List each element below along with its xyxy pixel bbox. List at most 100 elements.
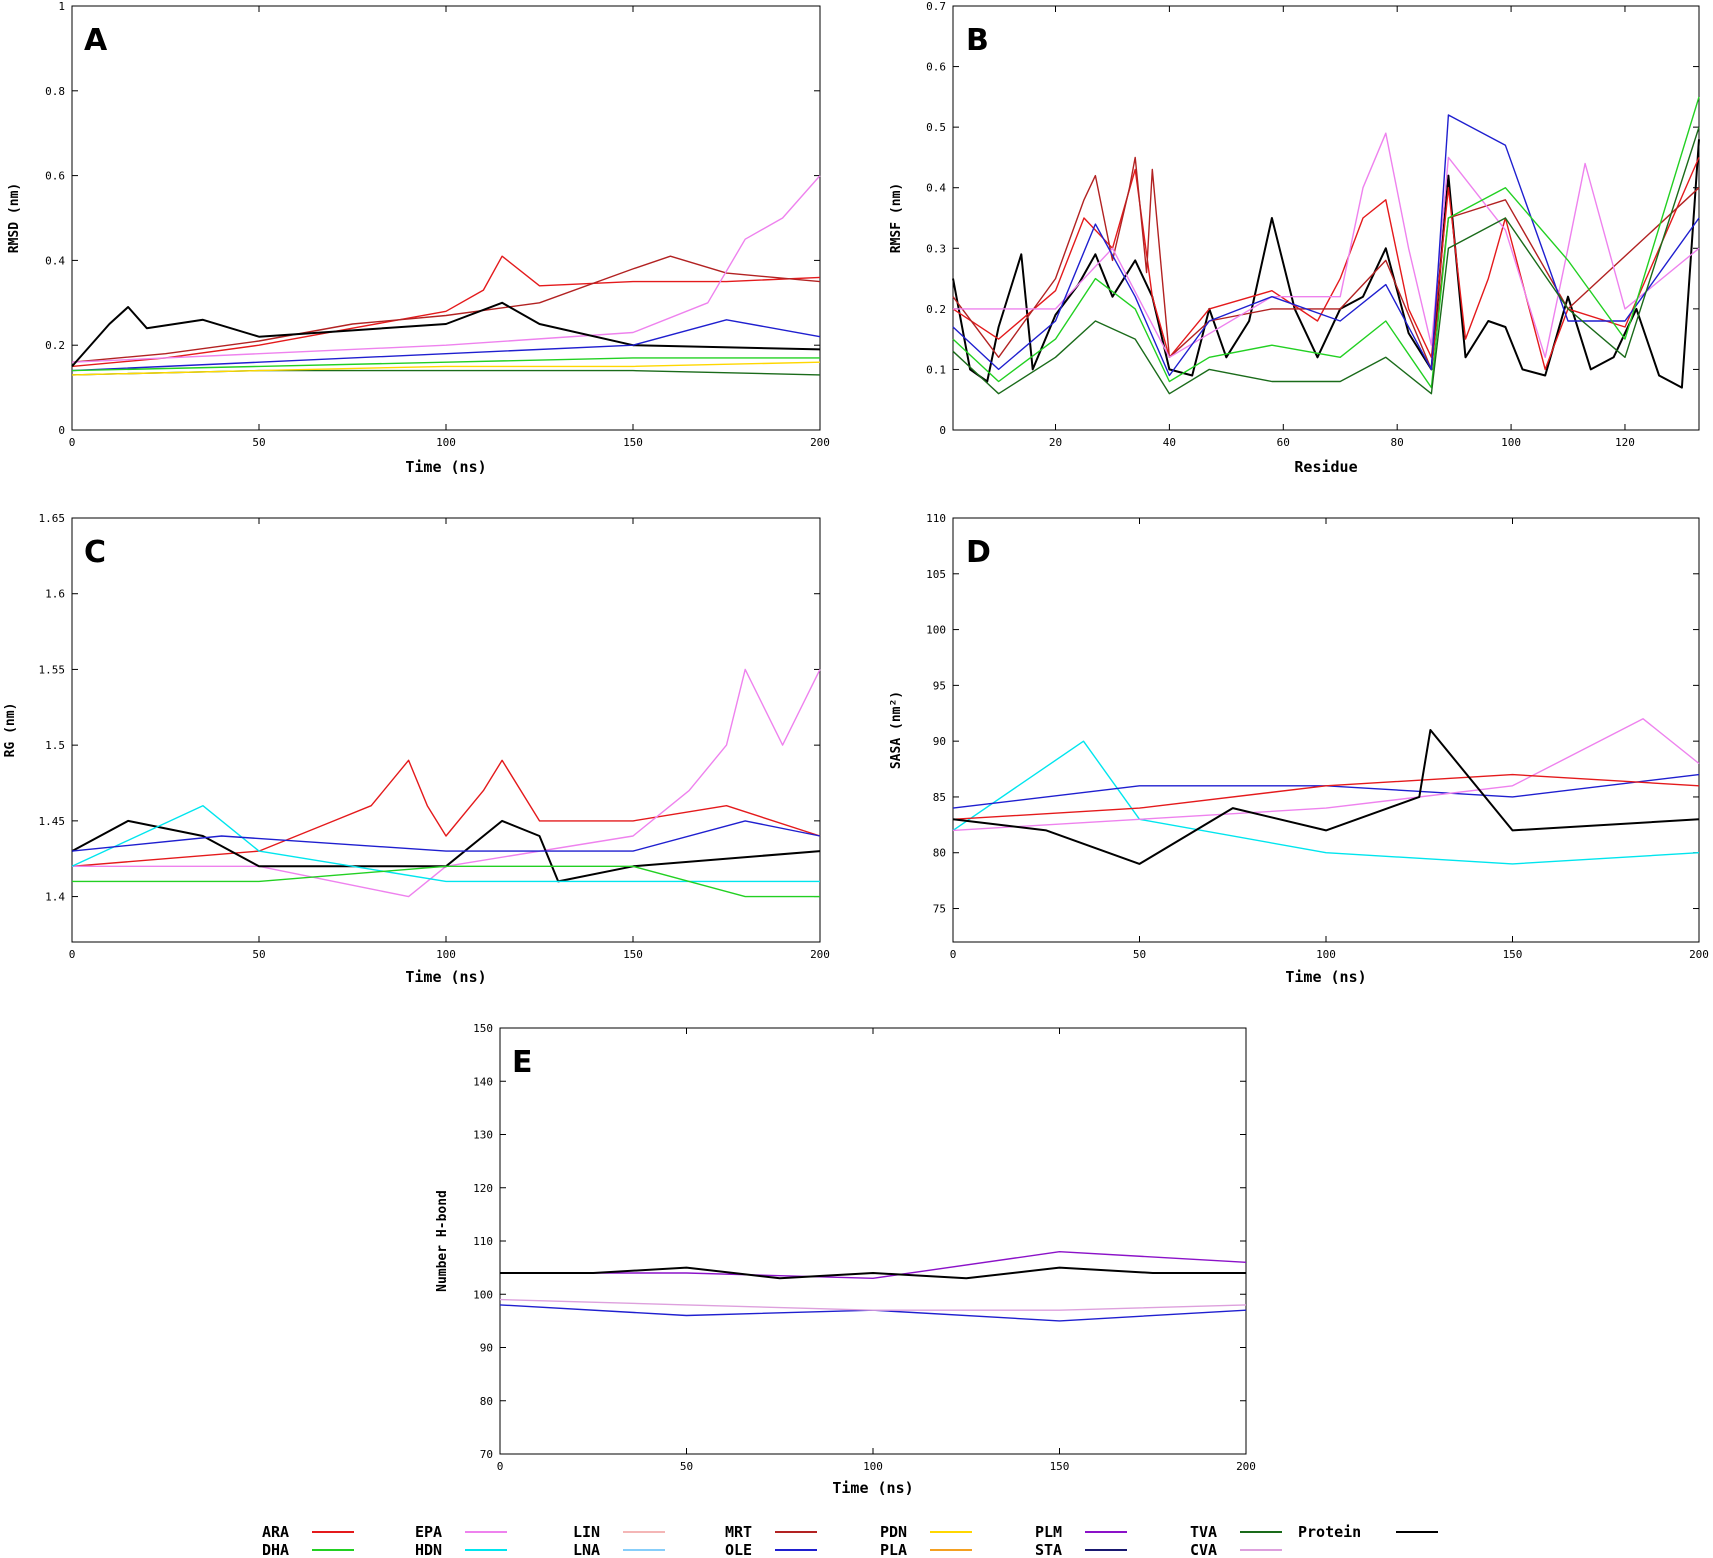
panel-e-frame [499, 1027, 1247, 1455]
series-line-hdn [952, 740, 1700, 865]
x-tick-label: 150 [623, 436, 643, 449]
panel-b-xlabel: Residue [1294, 458, 1357, 476]
legend-label-dha: DHA [262, 1541, 289, 1558]
panel-b-ticks: 20 40 60 80 100 120 0 0.1 0.2 0.3 0.4 0.5 0.6 0.7 [926, 0, 1699, 449]
series-line-mrt [71, 255, 821, 363]
panel-a: A Time (ns) RMSD (nm) 0 50 100 150 200 0 0.2 0.… [7, 0, 830, 476]
series-line-protein [952, 729, 1700, 865]
panel-c-series [71, 668, 821, 898]
series-line-ara [952, 773, 1700, 820]
panel-a-ylabel: RMSD (nm) [7, 183, 22, 253]
panel-c: C Time (ns) RG (nm) 0 50 100 150 200 1.4 1.45 1… [3, 512, 830, 986]
y-tick-label: 1.65 [39, 512, 66, 525]
x-tick-label: 100 [1316, 948, 1336, 961]
legend-label-lna: LNA [573, 1541, 600, 1558]
legend-label-ara: ARA [262, 1523, 289, 1541]
x-tick-label: 200 [1689, 948, 1709, 961]
y-tick-label: 140 [473, 1075, 493, 1088]
panel-b: B Residue RMSF (nm) 20 40 60 80 100 120 0 0.1 0.… [889, 0, 1700, 476]
x-tick-label: 0 [69, 948, 76, 961]
y-tick-label: 0.1 [926, 363, 946, 376]
legend-label-mrt: MRT [725, 1523, 752, 1541]
x-tick-label: 100 [863, 1460, 883, 1473]
y-tick-label: 0.8 [45, 85, 65, 98]
panel-d-ticks: 0 50 100 150 200 75 80 85 90 95 100 105 110 [926, 512, 1709, 961]
panel-b-letter: B [966, 23, 989, 58]
y-tick-label: 110 [473, 1235, 493, 1248]
series-line-dha [952, 96, 1700, 389]
panel-c-frame [71, 517, 821, 943]
legend-label-pdn: PDN [880, 1523, 907, 1541]
y-tick-label: 1.55 [39, 663, 66, 676]
y-tick-label: 0.6 [926, 61, 946, 74]
series-line-ara [71, 759, 821, 867]
panel-a-xlabel: Time (ns) [405, 458, 486, 476]
x-tick-label: 50 [252, 948, 265, 961]
y-tick-label: 85 [933, 791, 946, 804]
legend-label-tva: TVA [1190, 1523, 1217, 1541]
legend-label-epa: EPA [415, 1523, 442, 1541]
y-tick-label: 75 [933, 903, 946, 916]
y-tick-label: 0.3 [926, 242, 946, 255]
panel-c-letter: C [84, 535, 106, 570]
series-line-epa [72, 668, 821, 898]
y-tick-label: 0 [939, 424, 946, 437]
legend-label-lin: LIN [573, 1523, 600, 1541]
panel-e-series [499, 1251, 1247, 1322]
y-tick-label: 100 [473, 1288, 493, 1301]
panel-d-ylabel: SASA (nm²) [889, 691, 904, 769]
x-tick-label: 200 [1236, 1460, 1256, 1473]
legend-label-cva: CVA [1190, 1541, 1217, 1558]
x-tick-label: 60 [1277, 436, 1290, 449]
panel-c-xlabel: Time (ns) [405, 968, 486, 986]
x-tick-label: 120 [1615, 436, 1635, 449]
y-tick-label: 0.4 [926, 182, 946, 195]
panel-a-series [71, 175, 821, 376]
y-tick-label: 0 [58, 424, 65, 437]
panel-c-ylabel: RG (nm) [3, 703, 18, 758]
legend-label-sta: STA [1035, 1541, 1062, 1558]
x-tick-label: 100 [436, 948, 456, 961]
y-tick-label: 0.2 [926, 303, 946, 316]
panel-e-ylabel: Number H-bond [435, 1190, 450, 1292]
y-tick-label: 1.6 [45, 588, 65, 601]
y-tick-label: 80 [480, 1395, 493, 1408]
x-tick-label: 50 [1133, 948, 1146, 961]
x-tick-label: 150 [1050, 1460, 1070, 1473]
y-tick-label: 1.5 [45, 739, 65, 752]
legend-label-hdn: HDN [415, 1541, 442, 1558]
x-tick-label: 0 [497, 1460, 504, 1473]
series-line-ole [952, 114, 1700, 377]
x-tick-label: 100 [1501, 436, 1521, 449]
x-tick-label: 40 [1163, 436, 1176, 449]
series-line-ara [952, 157, 1700, 371]
legend-label-ole: OLE [725, 1541, 752, 1558]
panel-b-series [952, 96, 1700, 395]
y-tick-label: 70 [480, 1448, 493, 1461]
panel-d-frame [952, 517, 1700, 943]
panel-d: D Time (ns) SASA (nm²) 0 50 100 150 200 75 80 8… [889, 512, 1709, 986]
x-tick-label: 80 [1391, 436, 1404, 449]
x-tick-label: 0 [69, 436, 76, 449]
panel-c-ticks: 0 50 100 150 200 1.4 1.45 1.5 1.55 1.6 1.65 [39, 512, 830, 961]
y-tick-label: 90 [480, 1342, 493, 1355]
series-line-hdn [71, 805, 820, 883]
y-tick-label: 1 [58, 0, 65, 13]
series-line-dha [71, 357, 820, 372]
panel-b-ylabel: RMSF (nm) [889, 183, 904, 253]
x-tick-label: 150 [1503, 948, 1523, 961]
series-line-protein [500, 1266, 1246, 1280]
y-tick-label: 0.7 [926, 0, 946, 13]
panel-a-ticks: 0 50 100 150 200 0 0.2 0.4 0.6 0.8 1 [45, 0, 830, 449]
panel-a-frame [71, 5, 821, 431]
panel-a-letter: A [84, 23, 108, 58]
panel-b-frame [952, 5, 1700, 431]
series-line-dha [72, 865, 820, 898]
series-line-protein [71, 819, 821, 883]
series-line-plm [500, 1251, 1247, 1279]
panel-e-ticks: 0 50 100 150 200 70 80 90 100 110 120 130 140 150 [473, 1022, 1256, 1473]
y-tick-label: 1.45 [39, 815, 66, 828]
series-line-epa [953, 132, 1700, 358]
panel-e: E Time (ns) Number H-bond 0 50 100 150 200 70… [435, 1022, 1256, 1497]
